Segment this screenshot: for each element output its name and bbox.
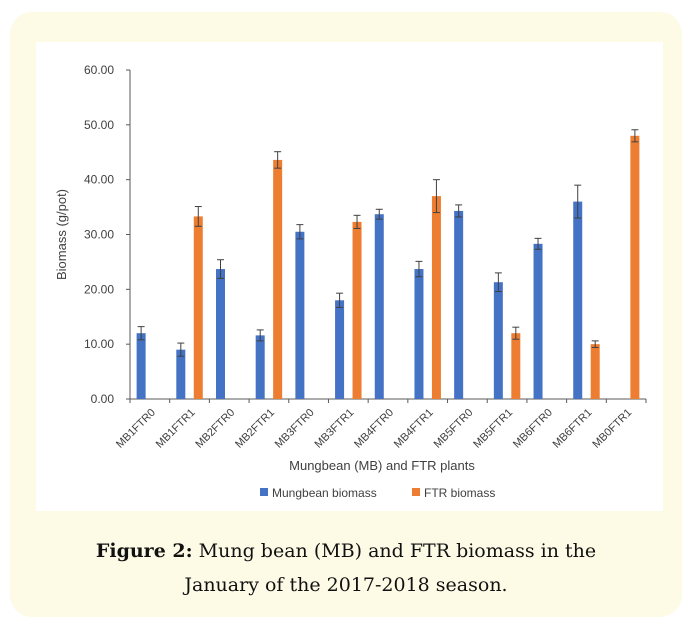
- mungbean-bar: [493, 282, 503, 399]
- y-axis-title: Biomass (g/pot): [54, 189, 69, 280]
- figure-card: 0.00 10.00 20.00 30.00 40.00 50.00 60.00 Biomas…: [10, 12, 682, 617]
- y-tick-label: 0.00: [91, 392, 115, 406]
- mungbean-bar: [136, 333, 146, 399]
- y-tick-label: 20.00: [84, 282, 114, 296]
- x-tick-label: MB0FTR1: [590, 407, 634, 451]
- mungbean-bar: [176, 349, 186, 399]
- x-tick-label: MB3FTR0: [273, 407, 317, 451]
- chart-panel: 0.00 10.00 20.00 30.00 40.00 50.00 60.00 Biomas…: [36, 42, 663, 511]
- mungbean-bar: [454, 210, 464, 399]
- legend-label: Mungbean biomass: [272, 486, 377, 500]
- y-tick-label: 10.00: [84, 337, 114, 351]
- ftr-bar: [590, 344, 600, 399]
- bars: [136, 135, 640, 400]
- ftr-bar: [352, 221, 362, 399]
- mungbean-bar: [335, 300, 345, 399]
- caption-label: Figure 2:: [95, 540, 193, 562]
- caption-text-1: Mung bean (MB) and FTR biomass in the: [192, 540, 597, 562]
- y-tick-label: 40.00: [84, 173, 114, 187]
- x-tick-label: MB4FTR0: [352, 407, 396, 451]
- ftr-bar: [273, 159, 283, 399]
- x-tick-label: MB1FTR1: [154, 407, 198, 451]
- x-tick-label: MB6FTR1: [551, 407, 595, 451]
- mungbean-bar: [533, 243, 543, 399]
- x-tick-label: MB2FTR0: [193, 407, 237, 451]
- axes: [126, 69, 647, 403]
- ftr-bar: [511, 333, 521, 399]
- x-tick-label: MB5FTR1: [471, 407, 515, 451]
- legend: Mungbean biomass FTR biomass: [260, 486, 495, 500]
- mungbean-bar: [215, 269, 225, 399]
- y-tick-label: 50.00: [84, 118, 114, 132]
- mungbean-bar: [414, 269, 424, 399]
- mungbean-bar: [374, 214, 384, 399]
- mungbean-bar: [295, 231, 305, 399]
- caption-text-2: January of the 2017-2018 season.: [184, 574, 508, 596]
- y-tick-label: 60.00: [84, 63, 114, 77]
- ftr-bar: [431, 196, 441, 399]
- biomass-bar-chart: 0.00 10.00 20.00 30.00 40.00 50.00 60.00 Biomas…: [54, 63, 647, 500]
- axis-labels: 0.00 10.00 20.00 30.00 40.00 50.00 60.00 Biomas…: [54, 63, 634, 473]
- x-tick-label: MB3FTR1: [313, 407, 357, 451]
- x-tick-label: MB4FTR1: [392, 407, 436, 451]
- ftr-bar: [193, 216, 203, 399]
- legend-label: FTR biomass: [424, 486, 495, 500]
- x-tick-label: MB2FTR1: [233, 407, 277, 451]
- y-tick-label: 30.00: [84, 228, 114, 242]
- legend-swatch: [260, 488, 268, 496]
- x-axis-title: Mungbean (MB) and FTR plants: [289, 458, 475, 473]
- ftr-bar: [630, 135, 640, 400]
- error-bars: [137, 129, 639, 357]
- x-tick-label: MB5FTR0: [432, 407, 476, 451]
- x-tick-label: MB1FTR0: [114, 407, 158, 451]
- mungbean-bar: [255, 335, 265, 399]
- mungbean-bar: [573, 201, 583, 399]
- x-tick-label: MB6FTR0: [511, 407, 555, 451]
- legend-swatch: [412, 488, 420, 496]
- figure-caption: Figure 2: Mung bean (MB) and FTR biomass…: [10, 534, 682, 602]
- caption-line-1: Figure 2: Mung bean (MB) and FTR biomass…: [10, 534, 682, 568]
